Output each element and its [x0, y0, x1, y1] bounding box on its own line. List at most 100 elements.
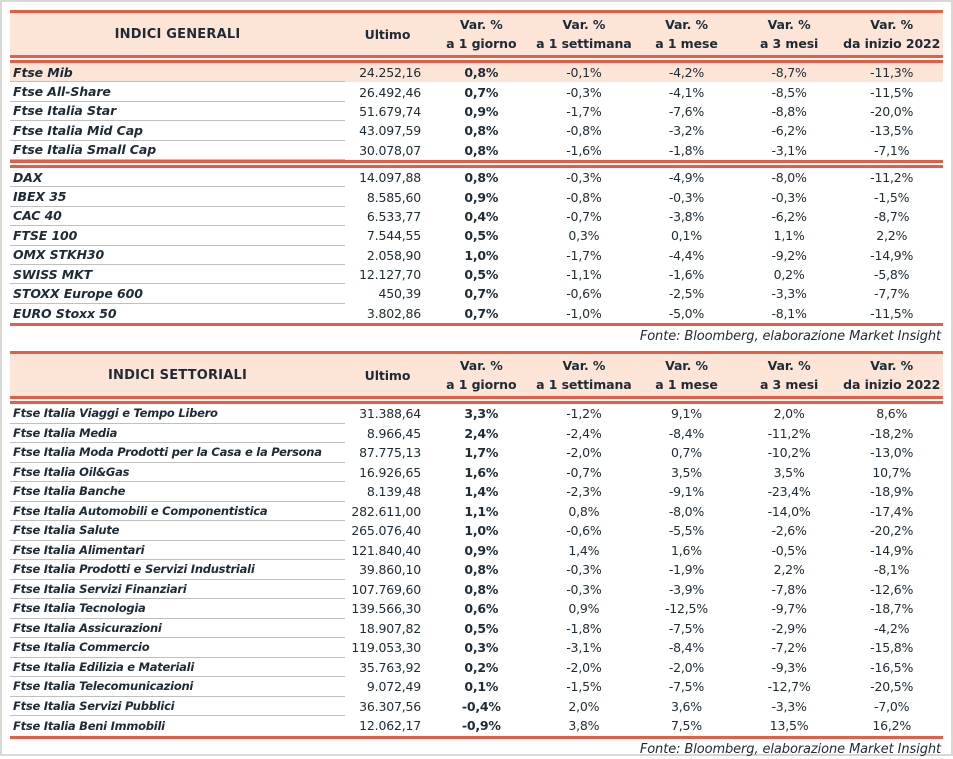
table-row: Ftse Italia Moda Prodotti per la Casa e … [10, 443, 943, 463]
var-1-giorno: 1,0% [464, 523, 499, 539]
table-row: Ftse Italia Servizi Pubblici 36.307,56 -… [10, 697, 943, 717]
col-header-line2: a 3 mesi [759, 377, 819, 393]
ultimo-value: 30.078,07 [359, 142, 421, 158]
var-3-mesi: -3,1% [771, 142, 807, 158]
table-row: SWISS MKT 12.127,70 0,5% -1,1% -1,6% 0,2… [10, 265, 943, 285]
table-bottom-rule [10, 323, 943, 327]
index-name: Ftse Italia Telecomunicazioni [10, 677, 345, 697]
table-row: Ftse Italia Salute 265.076,40 1,0% -0,6%… [10, 521, 943, 541]
index-name: Ftse Italia Alimentari [10, 541, 345, 561]
ultimo-value: 8.139,48 [366, 484, 421, 500]
table-row: IBEX 35 8.585,60 0,9% -0,8% -0,3% -0,3% … [10, 187, 943, 207]
var-1-mese: 1,6% [671, 542, 702, 558]
var-da-inizio-2022: -11,5% [870, 84, 914, 100]
var-1-mese: -4,1% [668, 84, 705, 100]
index-name: Ftse Italia Automobili e Componentistica [10, 502, 345, 522]
var-3-mesi: 13,5% [769, 718, 809, 734]
var-1-giorno: 0,6% [464, 601, 499, 617]
var-da-inizio-2022: -18,7% [870, 601, 914, 617]
var-da-inizio-2022: -18,2% [870, 425, 914, 441]
index-name: Ftse Italia Prodotti e Servizi Industria… [10, 560, 345, 580]
var-1-mese: -0,3% [668, 189, 705, 205]
table-bottom-rule [10, 735, 943, 739]
var-3-mesi: -8,5% [771, 84, 807, 100]
rows: Ftse Italia Viaggi e Tempo Libero 31.388… [10, 404, 943, 736]
var-da-inizio-2022: 16,2% [872, 718, 912, 734]
index-name: Ftse Italia Servizi Pubblici [10, 697, 345, 717]
table-row: Ftse Italia Alimentari 121.840,40 0,9% 1… [10, 541, 943, 561]
table-top-rule [10, 10, 943, 13]
var-1-mese: 3,6% [671, 698, 702, 714]
col-header-var-1-giorno: Var. % a 1 giorno [430, 356, 533, 394]
ultimo-value: 6.533,77 [366, 208, 421, 224]
var-1-mese: -9,1% [668, 484, 705, 500]
var-3-mesi: 3,5% [773, 464, 805, 480]
col-header-line2: a 3 mesi [759, 36, 819, 51]
var-3-mesi: -8,8% [771, 103, 807, 119]
index-name: Ftse Italia Beni Immobili [13, 718, 165, 733]
var-1-settimana: -0,1% [566, 65, 602, 81]
var-1-giorno: 0,9% [464, 542, 499, 558]
col-header-var-1-settimana: Var. % a 1 settimana [533, 15, 636, 53]
var-3-mesi: -10,2% [767, 445, 811, 461]
var-1-settimana: -2,4% [566, 425, 602, 441]
header-separator-rule [10, 55, 943, 63]
var-1-giorno: 2,4% [464, 425, 499, 441]
var-1-giorno: 0,4% [464, 208, 499, 224]
var-1-mese: -7,5% [668, 620, 705, 636]
index-name: Ftse Italia Assicurazioni [10, 619, 345, 639]
var-1-mese: -7,5% [668, 679, 705, 695]
index-name: Ftse Italia Media [10, 424, 345, 444]
table-row: Ftse Italia Star 51.679,74 0,9% -1,7% -7… [10, 102, 943, 122]
var-3-mesi: -7,8% [771, 581, 807, 597]
col-header-var-da-inizio-2022: Var. % da inizio 2022 [840, 356, 943, 394]
var-1-mese: 7,5% [671, 718, 702, 734]
var-1-settimana: -2,0% [566, 659, 602, 675]
table-header-row: INDICI SETTORIALI Ultimo Var. % a 1 gior… [10, 354, 943, 397]
table-row: OMX STKH30 2.058,90 1,0% -1,7% -4,4% -9,… [10, 246, 943, 265]
var-1-mese: -1,9% [668, 562, 705, 578]
table-row: STOXX Europe 600 450,39 0,7% -0,6% -2,5%… [10, 284, 943, 304]
index-name: Ftse Italia Edilizia e Materiali [10, 658, 345, 678]
ultimo-value: 139.566,30 [351, 601, 421, 617]
index-name: SWISS MKT [10, 265, 345, 285]
var-1-settimana: -2,0% [566, 445, 602, 461]
var-1-settimana: -1,7% [566, 247, 602, 263]
var-1-giorno: 0,8% [464, 581, 499, 597]
table-row: EURO Stoxx 50 3.802,86 0,7% -1,0% -5,0% … [10, 304, 943, 323]
var-1-settimana: -1,2% [566, 406, 602, 422]
ultimo-value: 2.058,90 [366, 247, 421, 263]
col-header-line1: Var. % [665, 358, 708, 374]
var-1-mese: -4,2% [668, 65, 705, 81]
col-header-line1: Var. % [870, 17, 914, 32]
var-1-mese: -12,5% [664, 601, 708, 617]
var-1-settimana: 1,4% [568, 542, 600, 558]
var-1-settimana: -3,1% [566, 640, 602, 656]
table-row: Ftse Italia Small Cap 30.078,07 0,8% -1,… [10, 141, 943, 160]
var-1-settimana: -0,8% [566, 189, 602, 205]
source-note: Fonte: Bloomberg, elaborazione Market In… [639, 329, 941, 345]
var-1-settimana: 2,0% [568, 698, 600, 714]
var-3-mesi: 2,2% [773, 562, 805, 578]
var-da-inizio-2022: -13,0% [870, 445, 914, 461]
index-name: STOXX Europe 600 [10, 284, 345, 304]
col-header-var-da-inizio-2022: Var. % da inizio 2022 [840, 15, 943, 53]
col-header-var-1-mese: Var. % a 1 mese [635, 356, 738, 394]
var-1-mese: 0,1% [671, 228, 702, 244]
var-3-mesi: -6,2% [771, 208, 807, 224]
var-1-giorno: 0,8% [464, 142, 499, 158]
col-header-line1: Var. % [767, 17, 811, 32]
var-da-inizio-2022: -17,4% [870, 503, 914, 519]
var-1-mese: -5,0% [668, 305, 705, 321]
var-1-giorno: 0,7% [464, 286, 499, 302]
col-header-line1: Var. % [459, 17, 503, 32]
var-1-giorno: 0,9% [464, 189, 499, 205]
col-header-var-3-mesi: Var. % a 3 mesi [738, 356, 841, 394]
table-row: DAX 14.097,88 0,8% -0,3% -4,9% -8,0% -11… [10, 168, 943, 188]
index-name: Ftse Italia Star [10, 102, 345, 122]
var-da-inizio-2022: -7,7% [874, 286, 910, 302]
var-1-settimana: -0,7% [566, 208, 602, 224]
var-1-giorno: 1,4% [464, 484, 499, 500]
var-3-mesi: -11,2% [767, 425, 811, 441]
var-1-giorno: 3,3% [464, 406, 499, 422]
